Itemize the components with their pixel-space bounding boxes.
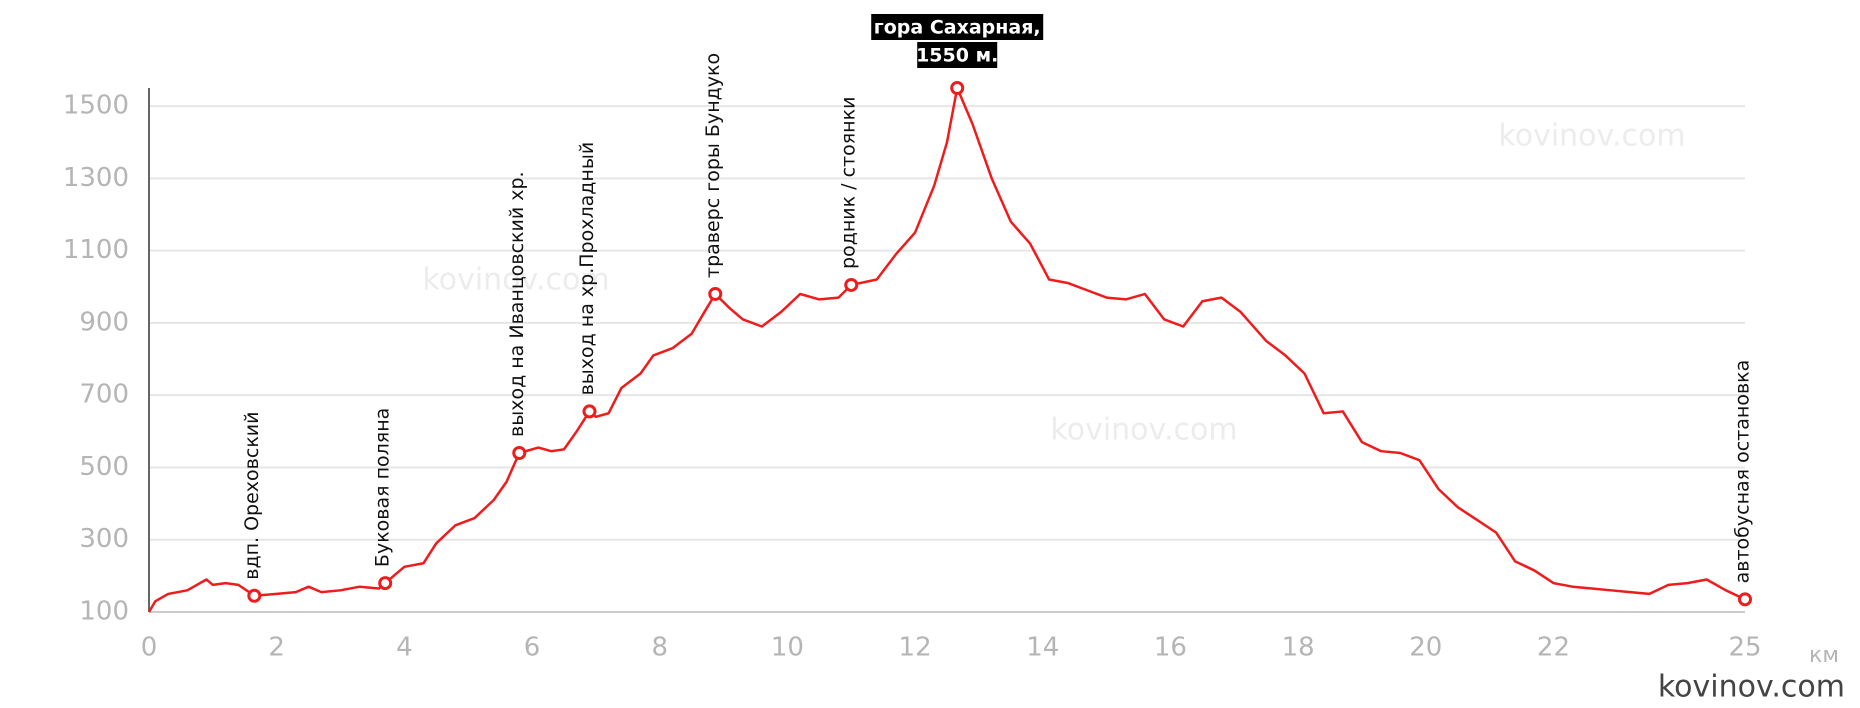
waypoint-label: выход на хр.Прохладный [576, 142, 598, 396]
y-tick-label: 1300 [63, 163, 129, 193]
waypoint-marker [708, 286, 723, 301]
waypoint-marker [512, 445, 527, 460]
waypoint-marker [582, 404, 597, 419]
y-tick-label: 100 [79, 597, 129, 627]
waypoint-marker [1738, 592, 1752, 607]
waypoint-label: автобусная остановка [1732, 360, 1754, 584]
waypoint-label: выход на Иванцовский хр. [506, 171, 528, 437]
x-tick-label: 8 [651, 633, 668, 663]
x-tick-label: 16 [1154, 633, 1187, 663]
waypoint-marker [247, 588, 262, 603]
y-tick-label: 700 [79, 380, 129, 410]
peak-label-box [917, 42, 998, 68]
watermark: kovinov.com [1498, 119, 1685, 154]
watermark: kovinov.com [1050, 413, 1237, 448]
watermark: kovinov.com [422, 263, 609, 298]
x-tick-label: 20 [1409, 633, 1442, 663]
y-tick-label: 300 [79, 524, 129, 554]
x-tick-label: 0 [141, 633, 158, 663]
waypoint-label: вдп. Ореховский [241, 412, 263, 580]
waypoint-label: Буковая поляна [372, 408, 394, 567]
peak-label: гора Сахарная, [874, 17, 1041, 39]
y-tick-label: 900 [79, 307, 129, 337]
x-tick-label: 18 [1282, 633, 1315, 663]
x-unit: км [1809, 643, 1839, 668]
waypoint-label: траверс горы Бундуко [702, 53, 724, 278]
x-tick-label: 4 [396, 633, 413, 663]
x-tick-label: 14 [1026, 633, 1059, 663]
waypoint-marker [844, 277, 859, 292]
y-tick-label: 1500 [63, 91, 129, 121]
y-tick-label: 1100 [63, 235, 129, 265]
x-tick-label: 22 [1537, 633, 1570, 663]
x-tick-label: 6 [524, 633, 541, 663]
x-tick-label: 2 [268, 633, 285, 663]
y-tick-label: 500 [79, 452, 129, 482]
peak-label-box [871, 14, 1044, 40]
peak-label: 1550 м. [916, 45, 998, 67]
x-tick-label: 12 [899, 633, 932, 663]
waypoint-label: родник / стоянки [838, 97, 860, 269]
x-tick-label: 25 [1728, 633, 1761, 663]
peak-marker [950, 81, 965, 95]
waypoint-marker [378, 576, 393, 591]
credit: kovinov.com [1658, 670, 1845, 705]
x-tick-label: 10 [771, 633, 804, 663]
